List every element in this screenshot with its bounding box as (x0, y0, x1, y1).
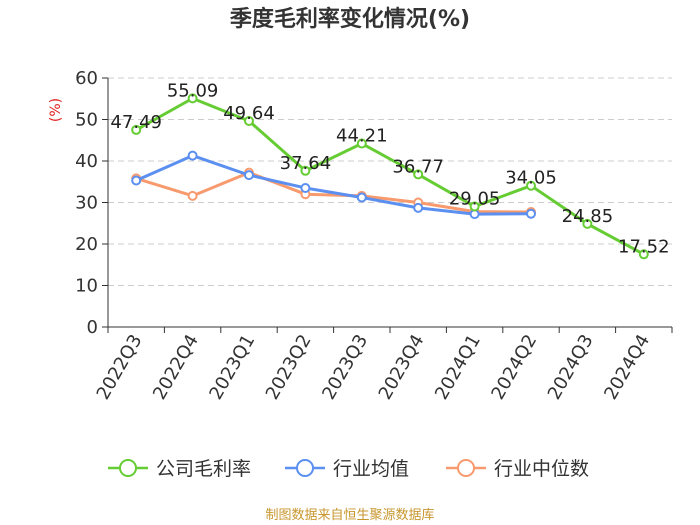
data-point (469, 201, 480, 212)
legend[interactable]: 公司毛利率 行业均值 行业中位数 (108, 458, 589, 480)
x-tick-label: 2023Q3 (318, 331, 372, 403)
data-point (244, 115, 254, 126)
y-tick-label: 20 (75, 234, 98, 255)
y-tick-label: 30 (75, 193, 98, 214)
series-line (135, 96, 645, 256)
data-point (187, 93, 198, 104)
data-point (638, 249, 649, 260)
x-tick-label: 2024Q1 (431, 331, 485, 403)
data-label: 37.64 (280, 153, 332, 174)
x-tick-label: 2022Q3 (93, 331, 147, 403)
data-point (187, 190, 198, 201)
data-point (131, 124, 142, 135)
data-point (582, 218, 593, 229)
x-tick-label: 2024Q3 (544, 331, 598, 403)
legend-marker[interactable] (457, 459, 475, 477)
data-point (413, 202, 424, 213)
data-point (526, 208, 536, 219)
data-label: 24.85 (562, 206, 614, 227)
grid-lines (108, 77, 672, 286)
data-label: 47.49 (110, 112, 162, 133)
data-label: 36.77 (392, 156, 444, 177)
x-tick-label: 2023Q2 (262, 331, 316, 403)
series-lines (131, 93, 649, 260)
y-tick-label: 0 (87, 317, 98, 338)
source-note: 制图数据来自恒生聚源数据库 (265, 507, 434, 523)
chart-title: 季度毛利率变化情况(%) (230, 6, 470, 32)
legend-label[interactable]: 行业均值 (333, 458, 409, 480)
x-tick-label: 2023Q4 (375, 331, 429, 403)
data-point (131, 175, 142, 186)
x-tick-label: 2024Q2 (487, 331, 541, 403)
data-label: 55.09 (167, 80, 219, 101)
x-tick-label: 2022Q4 (149, 331, 203, 403)
data-label: 29.05 (449, 188, 501, 209)
legend-marker[interactable] (119, 459, 137, 477)
y-axis-label: (%) (48, 98, 64, 122)
y-tick-label: 40 (75, 151, 98, 172)
data-point (413, 169, 424, 180)
data-label: 44.21 (336, 126, 388, 147)
y-tick-label: 60 (75, 68, 98, 89)
y-tick-label: 10 (75, 276, 98, 297)
data-point (187, 150, 198, 161)
data-point (244, 170, 254, 181)
data-label: 34.05 (505, 168, 557, 189)
data-point (300, 165, 311, 176)
legend-label[interactable]: 公司毛利率 (156, 458, 251, 480)
data-point (356, 138, 367, 149)
data-point (300, 182, 311, 193)
data-label: 17.52 (618, 236, 670, 257)
x-tick-label: 2024Q4 (600, 331, 654, 403)
data-point (526, 180, 536, 191)
y-tick-label: 50 (75, 110, 98, 131)
legend-marker[interactable] (296, 459, 314, 477)
x-tick-label: 2023Q1 (205, 331, 259, 403)
legend-label[interactable]: 行业中位数 (494, 458, 589, 480)
data-label: 49.64 (223, 103, 275, 124)
series-line (135, 154, 532, 216)
series-line (135, 171, 532, 214)
data-point (356, 192, 367, 203)
